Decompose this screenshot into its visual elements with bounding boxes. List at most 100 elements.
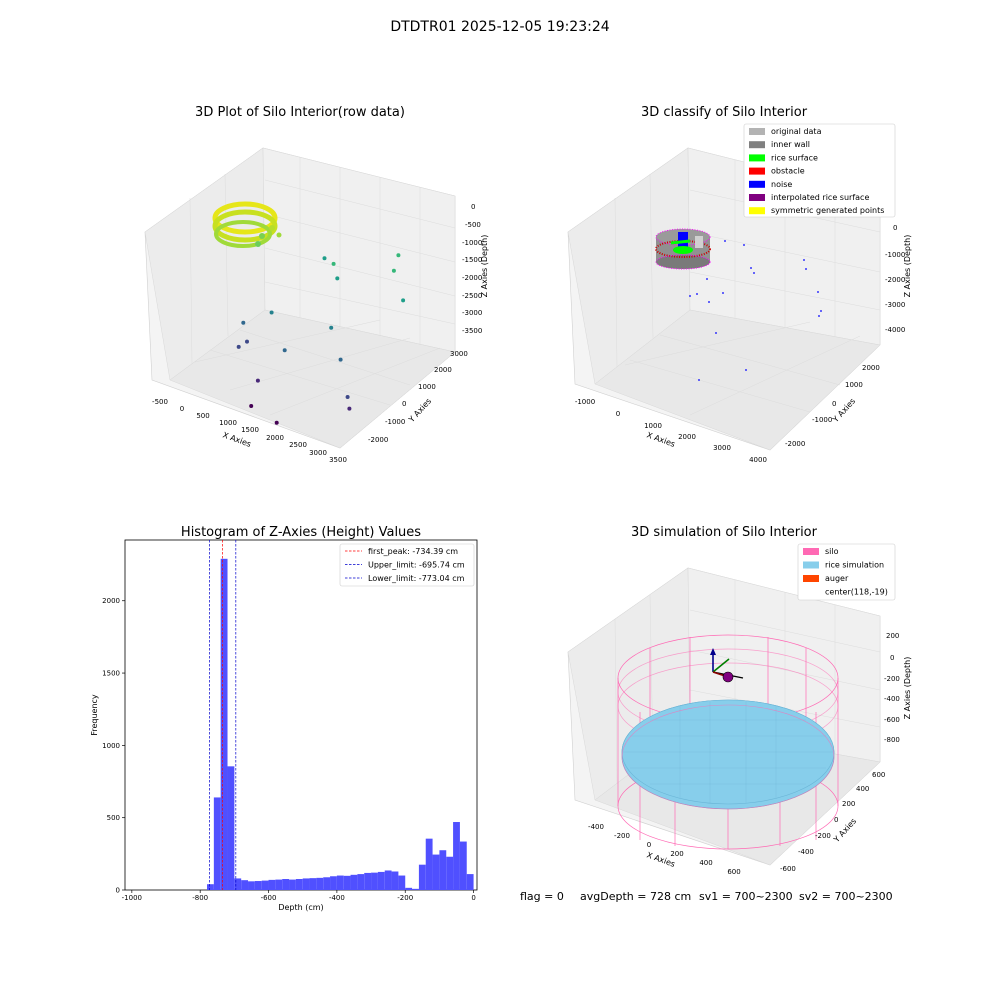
raw-data-point [338, 357, 343, 362]
histogram-bar [248, 881, 255, 890]
raw-z-tick: -3500 [462, 327, 482, 335]
histogram-bar [220, 558, 228, 890]
simulation-y-tick: -200 [815, 832, 831, 840]
simulation-x-tick: 200 [670, 850, 683, 858]
status-sv1: sv1 = 700~2300 [699, 890, 793, 903]
histogram-bar [316, 877, 324, 890]
histogram-bar [432, 854, 440, 890]
raw-data-point [241, 320, 246, 325]
raw-data-point [401, 298, 406, 303]
raw-y-ticks: -2000 -1000 0 1000 2000 3000 [368, 350, 468, 444]
histogram-x-tick-label: -400 [329, 894, 345, 902]
raw-data-point [282, 348, 287, 353]
simulation-z-tick: -600 [884, 716, 900, 724]
histogram-bar [309, 878, 317, 890]
raw-data-point [322, 256, 327, 261]
classify-z-tick: -1000 [885, 251, 905, 259]
raw-z-tick: -2000 [462, 274, 482, 282]
simulation-x-tick: -200 [614, 832, 630, 840]
raw-data-point [331, 261, 336, 266]
raw-data-point [345, 395, 350, 399]
raw-data-point [245, 339, 249, 344]
raw-x-tick: 1500 [241, 426, 259, 434]
histogram-x-tick-label: -600 [261, 894, 277, 902]
histogram-bar [268, 879, 276, 890]
raw-data-point [274, 420, 279, 425]
histogram-legend-label: Lower_limit: -773.04 cm [368, 574, 465, 583]
classify-x-tick: 0 [616, 410, 620, 418]
raw-x-tick: 2500 [289, 441, 307, 449]
histogram-bars [207, 558, 474, 890]
classify-legend-swatch [749, 154, 765, 162]
histogram-bar [336, 875, 344, 890]
classify-z-axis-label: Z Axies (Depth) [903, 235, 912, 298]
classify-y-tick: -1000 [812, 416, 832, 424]
simulation-y-tick: 400 [856, 785, 869, 793]
histogram-y-axis-label: Frequency [90, 694, 99, 736]
raw-x-tick: 3000 [309, 449, 327, 457]
classify-x-tick: 1000 [644, 422, 662, 430]
raw-plot-title: 3D Plot of Silo Interior(row data) [195, 105, 405, 120]
raw-y-axis-label: Y Axies [406, 397, 433, 425]
simulation-x-ticks: -400 -200 0 200 400 600 [588, 823, 741, 876]
classify-z-ticks: 0 -1000 -2000 -3000 -4000 [885, 224, 905, 334]
simulation-legend-swatch [803, 561, 819, 569]
simulation-x-tick: 600 [727, 868, 740, 876]
raw-z-axis-label: Z Axies (Depth) [480, 235, 489, 298]
simulation-z-ticks: 200 0 -200 -400 -600 -800 [884, 632, 900, 744]
raw-z-tick: -1000 [462, 239, 482, 247]
histogram-x-tick-label: 0 [471, 894, 475, 902]
classify-x-tick: 3000 [713, 444, 731, 452]
classify-y-tick: 2000 [862, 364, 880, 372]
raw-plot-axes-box [144, 147, 456, 449]
raw-cylinder-point-cloud [212, 201, 282, 248]
histogram-bar [282, 879, 290, 890]
histogram-bar [343, 875, 351, 890]
raw-x-tick: 1000 [219, 419, 237, 427]
raw-data-point [236, 344, 241, 349]
histogram-bar [207, 884, 214, 890]
histogram-legend-label: Upper_limit: -695.74 cm [368, 561, 465, 570]
histogram-legend-label: first_peak: -734.39 cm [368, 547, 458, 556]
simulation-y-tick: -400 [798, 848, 814, 856]
classify-legend-label: noise [771, 180, 792, 189]
classify-x-axis-label: X Axies [645, 430, 676, 449]
classify-legend-swatch [749, 167, 765, 175]
histogram-bar [213, 797, 221, 890]
histogram-bar [405, 887, 413, 890]
classify-y-tick: 0 [832, 400, 836, 408]
histogram-bar [377, 871, 385, 890]
raw-x-tick: 2000 [266, 434, 284, 442]
histogram-legend: first_peak: -734.39 cm Upper_limit: -695.… [339, 543, 475, 587]
classify-silo-cluster [655, 228, 711, 270]
raw-data-point [347, 406, 352, 411]
raw-x-tick: -500 [152, 398, 168, 406]
raw-y-tick: 1000 [418, 383, 436, 391]
classify-x-tick: 4000 [749, 456, 767, 464]
simulation-y-ticks: -600 -400 -200 0 200 400 600 [780, 771, 885, 873]
classify-y-tick: -2000 [785, 440, 805, 448]
histogram-bar [234, 878, 242, 890]
classify-x-tick: 2000 [678, 433, 696, 441]
raw-data-point [329, 325, 334, 330]
histogram-bar [254, 881, 262, 890]
histogram-y-tick-label: 1000 [102, 742, 120, 750]
histogram-bar [391, 871, 399, 890]
raw-data-point [269, 310, 274, 315]
simulation-legend-label: silo [825, 547, 839, 556]
status-sv2: sv2 = 700~2300 [799, 890, 893, 903]
histogram-bar [275, 879, 283, 890]
raw-x-ticks: -500 0 500 1000 1500 2000 2500 3000 3500 [152, 398, 347, 464]
classify-legend-swatch [749, 128, 765, 135]
simulation-rice-surface [621, 699, 835, 810]
histogram-bar [323, 877, 331, 890]
simulation-y-tick: 200 [842, 800, 855, 808]
simulation-y-tick: 600 [872, 771, 885, 779]
classify-legend: original data inner wall rice surface obsta… [743, 123, 896, 218]
histogram-bar [418, 864, 426, 890]
histogram-bar [302, 878, 310, 890]
classify-z-tick: 0 [893, 224, 897, 232]
raw-data-point [335, 276, 340, 281]
histogram-bar [459, 841, 467, 890]
